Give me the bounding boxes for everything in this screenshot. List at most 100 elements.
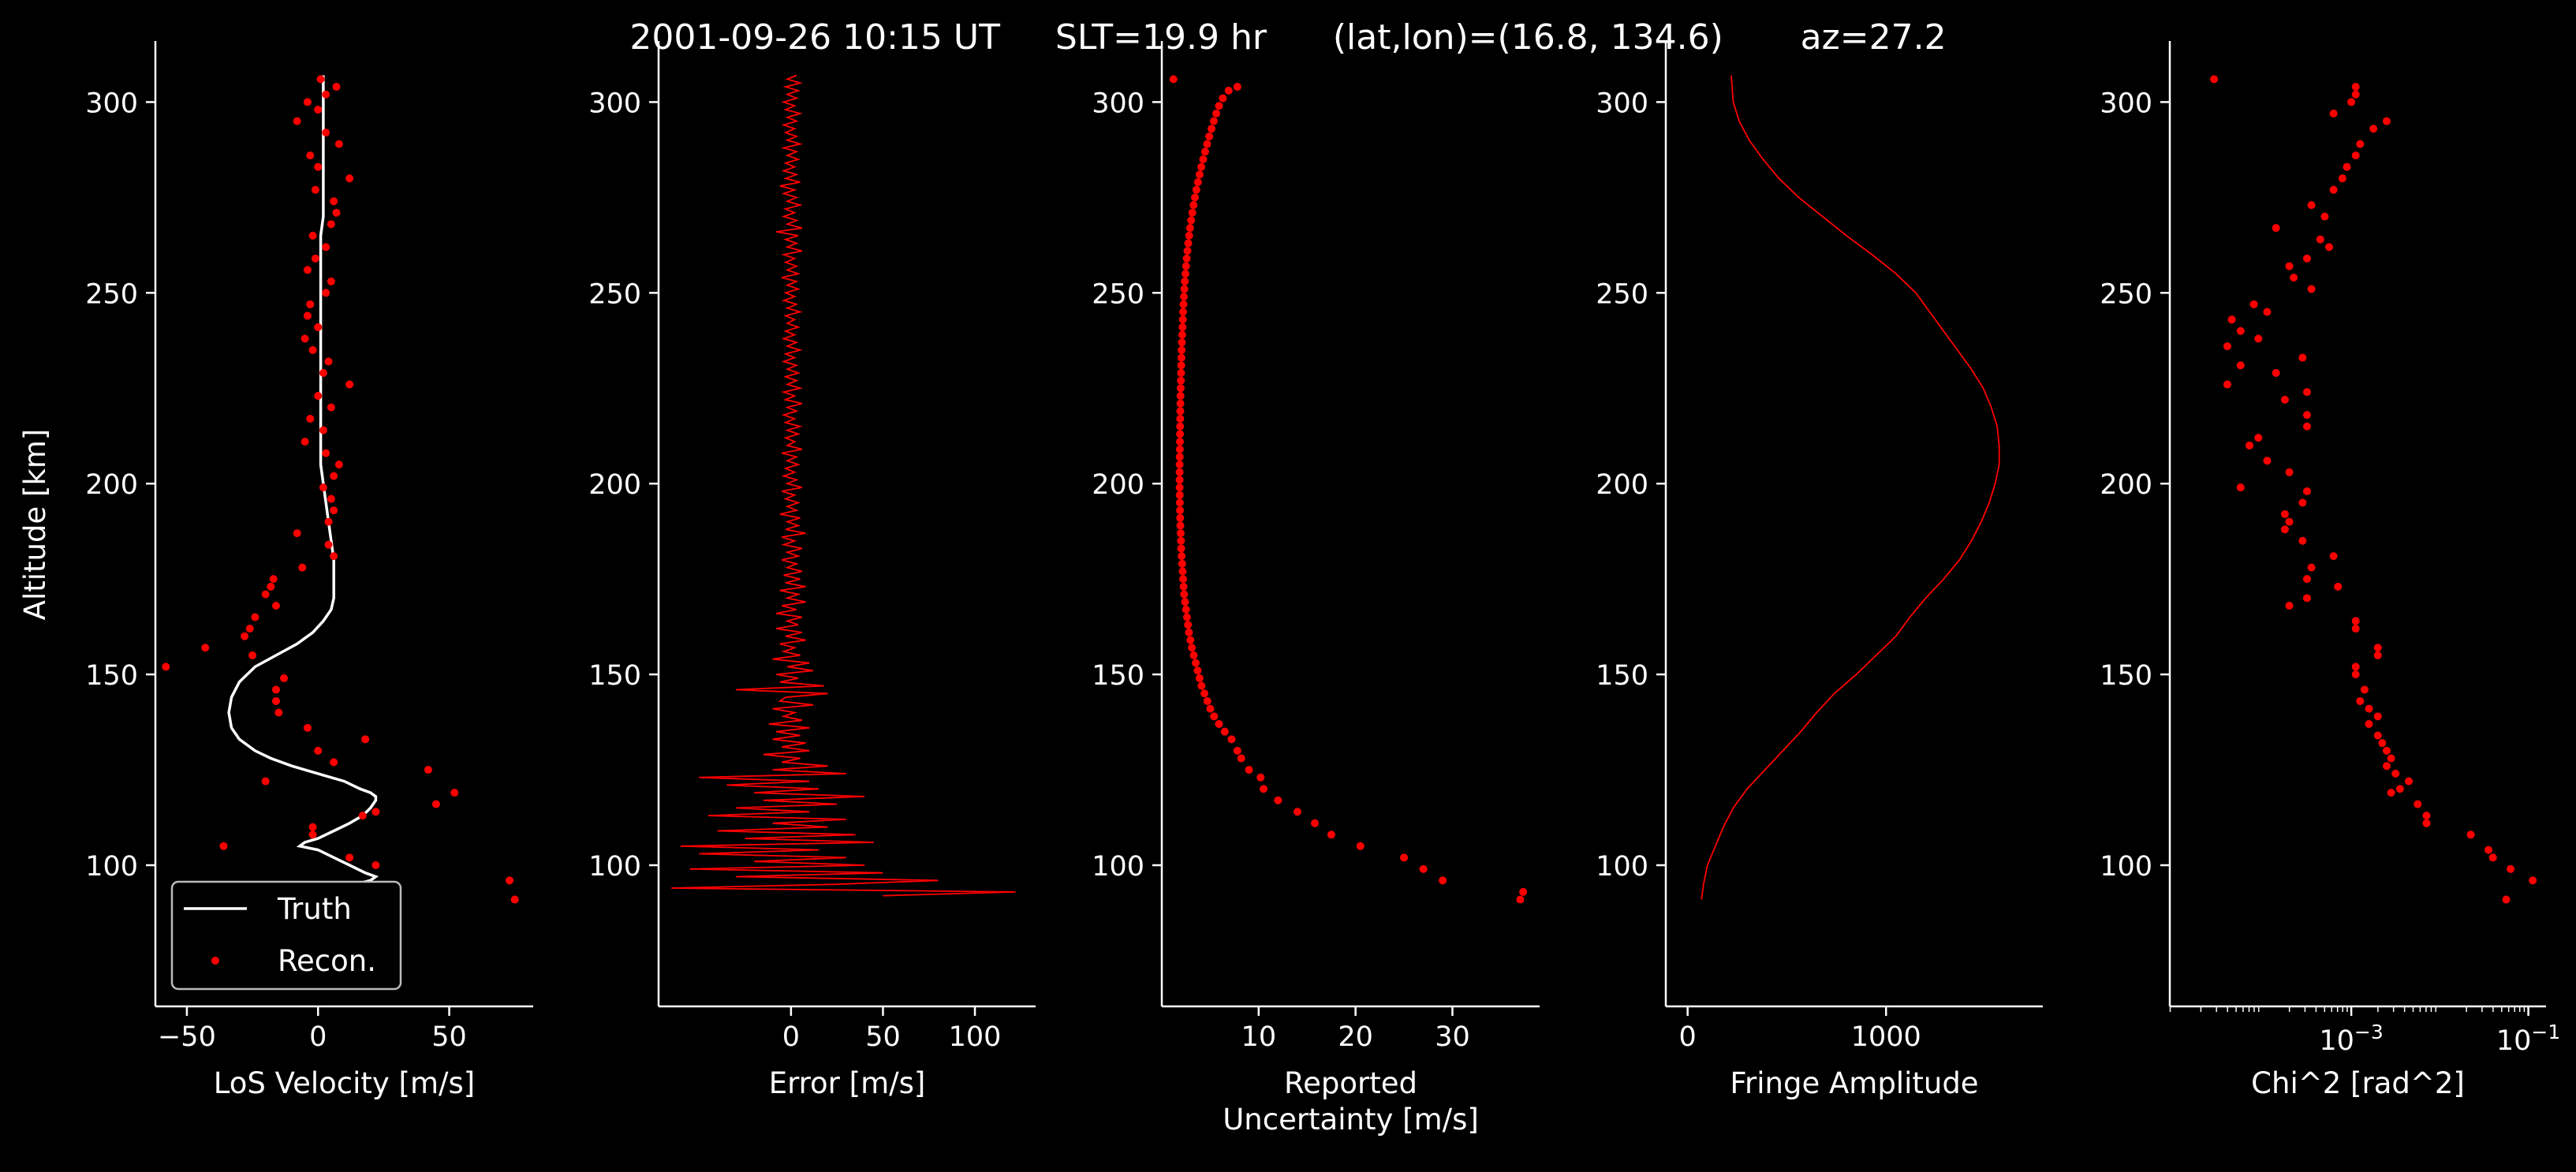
recon-point	[308, 345, 317, 354]
y-tick-label: 100	[1596, 851, 1648, 883]
recon-point	[450, 789, 459, 797]
data-point	[1178, 552, 1186, 561]
data-point	[2280, 509, 2289, 518]
data-point	[1224, 86, 1233, 95]
data-point	[2422, 812, 2431, 820]
recon-point	[303, 723, 312, 732]
data-point	[2347, 98, 2356, 106]
data-point	[2338, 174, 2346, 183]
x-axis-label: LoS Velocity [m/s]	[214, 1066, 475, 1100]
data-point	[1175, 445, 1184, 453]
data-point	[1184, 239, 1193, 248]
data-point	[1175, 498, 1184, 507]
data-point	[1419, 864, 1428, 873]
recon-point	[332, 83, 341, 91]
data-point	[1180, 590, 1189, 599]
recon-point	[306, 414, 315, 423]
recon-point	[358, 812, 367, 820]
data-point	[1178, 323, 1187, 331]
recon-point	[327, 403, 335, 412]
data-point	[1185, 231, 1193, 240]
recon-point	[371, 860, 380, 869]
data-point	[1215, 102, 1223, 110]
recon-point	[162, 663, 170, 671]
data-point	[2395, 785, 2404, 793]
data-point	[2290, 273, 2298, 282]
data-point	[2360, 685, 2369, 694]
series-line	[1701, 75, 2000, 900]
recon-point	[506, 876, 514, 885]
data-point	[1274, 796, 1282, 804]
recon-point	[306, 300, 315, 308]
data-point	[2373, 651, 2382, 659]
data-point	[2378, 739, 2387, 748]
x-tick-label: 50	[865, 1021, 901, 1053]
data-point	[2298, 353, 2307, 362]
data-point	[2329, 552, 2338, 561]
y-tick-label: 200	[1092, 469, 1144, 501]
data-point	[1193, 178, 1202, 187]
series-line	[671, 74, 1016, 897]
data-point	[2236, 361, 2245, 370]
data-point	[2382, 762, 2391, 771]
data-point	[1327, 830, 1335, 839]
data-point	[2329, 109, 2338, 118]
data-point	[1195, 674, 1204, 682]
data-point	[2254, 334, 2263, 343]
data-point	[1179, 582, 1188, 591]
data-point	[1400, 853, 1409, 862]
recon-point	[330, 506, 338, 515]
data-point	[2373, 731, 2382, 740]
panel-3: 100 150 200 250 300 10 20 30 Reported Uncertainty…	[1092, 41, 1540, 1137]
data-point	[1209, 117, 1218, 125]
data-point	[1197, 162, 1206, 171]
data-point	[1189, 201, 1198, 210]
data-point	[2298, 498, 2307, 507]
data-point	[2405, 777, 2414, 786]
data-point	[1182, 254, 1191, 263]
data-point	[2351, 663, 2360, 671]
data-point	[2356, 696, 2365, 705]
data-point	[2373, 712, 2382, 721]
data-point	[1237, 754, 1245, 763]
data-point	[1200, 689, 1209, 698]
recon-point	[319, 426, 327, 435]
data-point	[1181, 277, 1189, 286]
data-point	[2227, 315, 2236, 324]
data-point	[2307, 285, 2316, 293]
data-point	[1192, 185, 1200, 194]
recon-point	[314, 391, 323, 400]
data-point	[2249, 300, 2258, 308]
data-point	[1203, 696, 1211, 705]
data-point	[2302, 575, 2311, 584]
data-point	[2272, 368, 2280, 377]
data-point	[2329, 185, 2338, 194]
x-tick-label: 10−1	[2496, 1021, 2560, 1057]
data-point	[2391, 769, 2400, 778]
data-point	[2351, 83, 2360, 91]
data-point	[1176, 414, 1185, 423]
data-point	[2236, 483, 2245, 492]
data-point	[2351, 625, 2360, 633]
y-axis-label: Altitude [km]	[18, 429, 52, 621]
data-point	[1210, 712, 1219, 721]
data-point	[1293, 808, 1301, 816]
y-tick-label: 200	[85, 469, 138, 501]
data-point	[1177, 361, 1185, 370]
data-point	[2422, 819, 2431, 827]
recon-point	[311, 185, 319, 194]
y-tick-label: 150	[1596, 660, 1648, 692]
recon-point	[314, 746, 323, 755]
data-point	[2529, 876, 2537, 885]
y-tick-label: 250	[588, 278, 641, 310]
recon-point	[293, 529, 301, 538]
data-point	[2351, 670, 2360, 679]
data-point	[2285, 262, 2294, 271]
data-point	[1208, 125, 1216, 133]
legend-recon-swatch	[211, 957, 219, 965]
data-point	[1175, 453, 1184, 461]
recon-point	[324, 540, 333, 549]
recon-point	[272, 696, 281, 705]
